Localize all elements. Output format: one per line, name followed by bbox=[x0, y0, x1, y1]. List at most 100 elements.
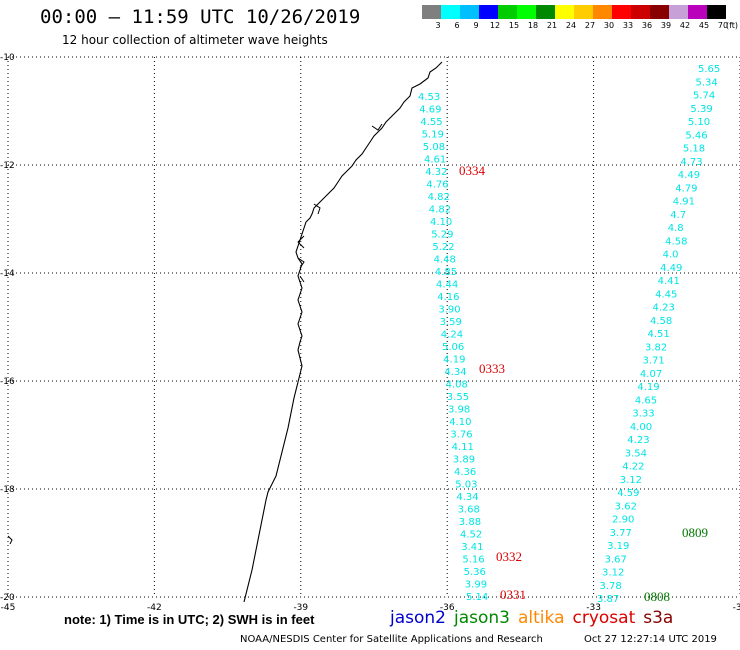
color-scale-label: 21 bbox=[546, 21, 558, 30]
lon-tick-label: -42 bbox=[147, 603, 162, 613]
swh-value: 4.19 bbox=[637, 382, 659, 393]
satellite-legend-jason3: jason3 bbox=[454, 608, 510, 628]
swh-value: 5.08 bbox=[423, 142, 445, 153]
color-scale-label: 15 bbox=[508, 21, 520, 30]
swh-value: 4.69 bbox=[419, 105, 441, 116]
color-scale-label: 24 bbox=[565, 21, 577, 30]
color-scale-labels: 3 6 9 12 15 18 21 24 27 30 33 36 39 42 45 70 (ft) bbox=[422, 21, 740, 33]
map-subtitle: 12 hour collection of altimeter wave hei… bbox=[62, 33, 328, 47]
color-scale-swatch bbox=[498, 5, 517, 19]
swh-value: 4.00 bbox=[630, 422, 652, 433]
lon-tick-label: -39 bbox=[293, 603, 308, 613]
swh-value: 5.18 bbox=[683, 144, 705, 155]
lon-tick-label: -45 bbox=[1, 603, 16, 613]
color-scale-bar bbox=[422, 5, 726, 19]
color-scale-label: 27 bbox=[584, 21, 596, 30]
color-scale-label: 12 bbox=[489, 21, 501, 30]
swh-value: 4.10 bbox=[449, 417, 471, 428]
swh-value: 4.36 bbox=[454, 467, 476, 478]
swh-value: 5.29 bbox=[431, 230, 453, 241]
swh-value: 4.44 bbox=[436, 280, 458, 291]
color-scale-swatch bbox=[707, 5, 726, 19]
color-scale-swatch bbox=[574, 5, 593, 19]
color-scale-swatch bbox=[479, 5, 498, 19]
swh-value: 3.55 bbox=[447, 392, 469, 403]
swh-value: 4.49 bbox=[660, 263, 682, 274]
color-scale-swatch bbox=[631, 5, 650, 19]
color-scale-swatch bbox=[441, 5, 460, 19]
swh-value: 4.32 bbox=[425, 167, 447, 178]
swh-value: 4.34 bbox=[444, 367, 466, 378]
swh-value: 4.73 bbox=[680, 157, 702, 168]
lat-tick-label: -14 bbox=[0, 269, 15, 279]
color-scale-label: 39 bbox=[660, 21, 672, 30]
swh-value: 3.87 bbox=[597, 594, 619, 605]
swh-value: 4.76 bbox=[426, 180, 448, 191]
swh-value: 5.16 bbox=[462, 555, 484, 566]
swh-value: 3.62 bbox=[615, 501, 637, 512]
swh-value: 3.54 bbox=[625, 448, 647, 459]
swh-value: 3.98 bbox=[448, 405, 470, 416]
color-scale-swatch bbox=[688, 5, 707, 19]
swh-value: 4.51 bbox=[648, 329, 670, 340]
swh-value: 5.34 bbox=[695, 77, 717, 88]
pass-time-label: 0332 bbox=[496, 549, 522, 564]
color-scale-swatch bbox=[517, 5, 536, 19]
color-scale-swatch bbox=[669, 5, 688, 19]
swh-value: 4.22 bbox=[622, 462, 644, 473]
swh-value: 3.68 bbox=[458, 505, 480, 516]
swh-value: 4.61 bbox=[424, 155, 446, 166]
swh-value: 4.19 bbox=[443, 355, 465, 366]
swh-value: 3.82 bbox=[645, 342, 667, 353]
swh-value: 3.77 bbox=[610, 528, 632, 539]
color-scale-label: 30 bbox=[603, 21, 615, 30]
swh-value: 4.23 bbox=[653, 303, 675, 314]
swh-value: 5.39 bbox=[690, 104, 712, 115]
satellite-legend-jason2: jason2 bbox=[390, 608, 446, 628]
swh-value: 4.52 bbox=[460, 530, 482, 541]
lat-tick-label: -16 bbox=[0, 377, 15, 387]
footer-timestamp: Oct 27 12:27:14 UTC 2019 bbox=[584, 634, 717, 645]
color-scale-swatch bbox=[536, 5, 555, 19]
swh-value: 4.58 bbox=[650, 316, 672, 327]
swh-value: 4.53 bbox=[418, 92, 440, 103]
swh-value: 4.82 bbox=[429, 205, 451, 216]
swh-value: 5.65 bbox=[698, 64, 720, 75]
swh-value: 3.99 bbox=[465, 580, 487, 591]
satellite-legend-cryosat: cryosat bbox=[572, 608, 636, 628]
swh-value: 5.74 bbox=[693, 91, 715, 102]
swh-value: 5.14 bbox=[466, 592, 488, 603]
swh-value: 3.89 bbox=[453, 455, 475, 466]
footer-credit: NOAA/NESDIS Center for Satellite Applica… bbox=[240, 634, 543, 645]
swh-value: 4.7 bbox=[670, 210, 686, 221]
coastline-islands bbox=[7, 123, 383, 545]
pass-time-label: 0331 bbox=[500, 587, 526, 602]
swh-value: 4.07 bbox=[640, 369, 662, 380]
satellite-legend-s3a: s3a bbox=[643, 608, 674, 628]
lat-tick-label: -12 bbox=[0, 161, 15, 171]
color-scale-swatch bbox=[650, 5, 669, 19]
pass-time-label: 0809 bbox=[682, 525, 708, 540]
color-scale-label: 45 bbox=[698, 21, 710, 30]
swh-value: 2.90 bbox=[612, 515, 634, 526]
swh-value: 5.36 bbox=[464, 567, 486, 578]
swh-value: 3.88 bbox=[459, 517, 481, 528]
swh-value: 4.82 bbox=[428, 192, 450, 203]
swh-value: 3.41 bbox=[461, 542, 483, 553]
swh-value: 5.10 bbox=[688, 117, 710, 128]
color-scale-label: 70 bbox=[717, 21, 729, 30]
color-scale-unit: (ft) bbox=[725, 21, 739, 30]
swh-value: 4.11 bbox=[452, 442, 474, 453]
coastline bbox=[243, 61, 443, 603]
swh-value: 4.79 bbox=[675, 183, 697, 194]
lon-tick-label: -33 bbox=[586, 603, 601, 613]
swh-value: 4.85 bbox=[435, 267, 457, 278]
swh-value: 5.03 bbox=[455, 480, 477, 491]
swh-value: 4.8 bbox=[668, 223, 684, 234]
swh-value: 3.19 bbox=[607, 541, 629, 552]
color-scale-swatch bbox=[422, 5, 441, 19]
swh-value: 4.45 bbox=[655, 289, 677, 300]
lat-tick-label: -10 bbox=[0, 53, 15, 63]
swh-value: 3.90 bbox=[438, 305, 460, 316]
